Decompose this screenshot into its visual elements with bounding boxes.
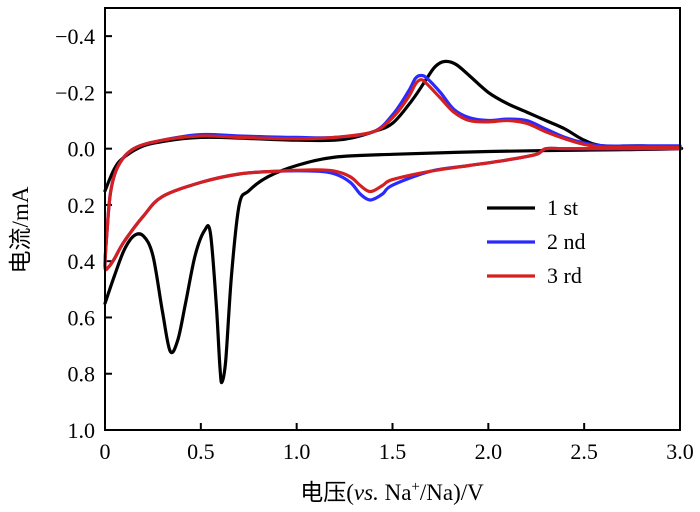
x-axis-title-middle: Na xyxy=(379,480,412,505)
x-tick-labels: 0 0.5 1.0 1.5 2.0 2.5 3.0 xyxy=(100,439,694,464)
x-axis-title-suffix: /Na)/V xyxy=(420,480,484,505)
y-tick-labels: −0.4 −0.2 0.0 0.2 0.4 0.6 0.8 1.0 xyxy=(55,24,95,443)
x-tick-label: 1.5 xyxy=(379,439,407,464)
series-layer xyxy=(103,59,684,385)
x-tick-label: 3.0 xyxy=(666,439,694,464)
series-line-1 xyxy=(103,59,684,385)
x-tick-label: 2.0 xyxy=(475,439,503,464)
x-tick-label: 0.5 xyxy=(187,439,215,464)
y-tick-label: 0.0 xyxy=(68,137,96,162)
y-tick-label: 1.0 xyxy=(68,418,96,443)
x-tick-label: 2.5 xyxy=(570,439,598,464)
legend-label-2: 2 nd xyxy=(547,229,586,254)
x-axis-title-superscript: + xyxy=(411,479,419,495)
x-axis-title: 电压(vs. Na+/Na)/V xyxy=(300,479,484,505)
y-tick-label: 0.6 xyxy=(68,305,96,330)
y-tick-label: 0.2 xyxy=(68,193,96,218)
axis-ticks xyxy=(104,35,681,431)
legend-label-1: 1 st xyxy=(547,195,578,220)
y-tick-label: −0.2 xyxy=(55,80,95,105)
legend: 1 st 2 nd 3 rd xyxy=(487,195,586,288)
x-axis-title-prefix: 电压( xyxy=(300,480,354,505)
y-axis-title: 电流/mA xyxy=(8,186,33,273)
x-axis-title-italic: vs. xyxy=(354,480,379,505)
x-tick-label: 0 xyxy=(100,439,111,464)
legend-label-3: 3 rd xyxy=(547,263,582,288)
y-tick-label: −0.4 xyxy=(55,24,95,49)
x-tick-label: 1.0 xyxy=(283,439,311,464)
series-line-3 xyxy=(103,78,682,272)
y-tick-label: 0.8 xyxy=(68,362,96,387)
plot-frame xyxy=(104,7,681,431)
y-tick-label: 0.4 xyxy=(68,249,96,274)
series-line-2 xyxy=(103,73,682,272)
